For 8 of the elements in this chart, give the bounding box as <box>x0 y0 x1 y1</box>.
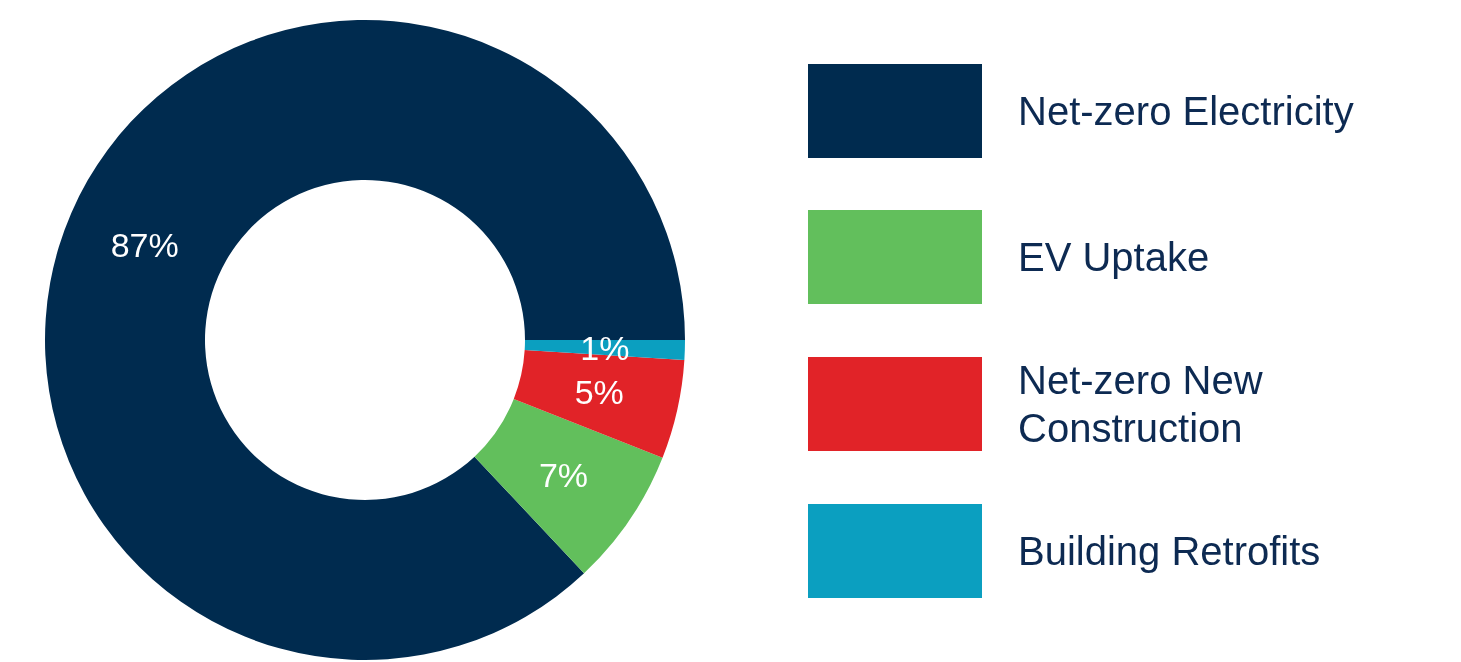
data-label: 5% <box>574 373 624 412</box>
data-label: 87% <box>110 225 179 264</box>
legend-label: Net-zero Electricity <box>1018 88 1355 135</box>
legend-label: Net-zero New Construction <box>1018 357 1264 452</box>
data-label: 7% <box>538 455 589 494</box>
legend-label: EV Uptake <box>1018 234 1211 281</box>
legend-label: Building Retrofits <box>1018 528 1322 575</box>
donut-slice <box>45 20 685 660</box>
